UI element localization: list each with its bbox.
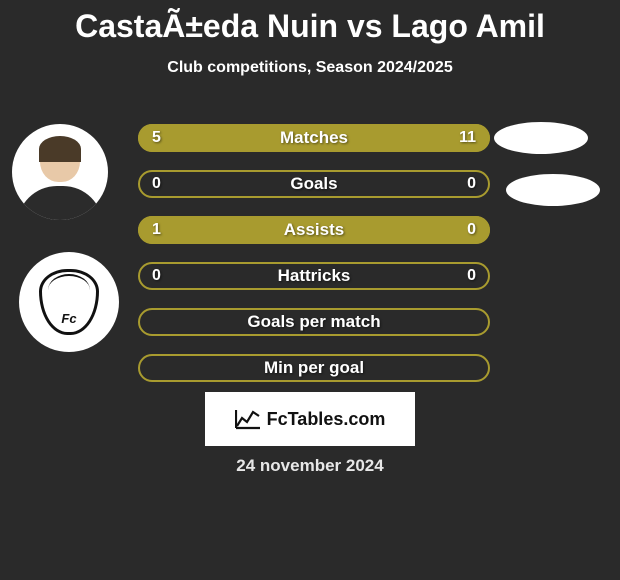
stat-row: Min per goal [138,354,490,382]
stat-row: 511Matches [138,124,490,152]
stat-label: Goals per match [138,308,490,336]
page-title: CastaÃ±eda Nuin vs Lago Amil [0,8,620,45]
player-photo [12,124,108,220]
brand-box: FcTables.com [205,392,415,446]
stat-label: Goals [138,170,490,198]
stat-row: Goals per match [138,308,490,336]
infographic-container: CastaÃ±eda Nuin vs Lago Amil Club compet… [0,0,620,580]
decorative-oval [494,122,588,154]
club-logo-fc: Fc [42,311,96,326]
decorative-oval [506,174,600,206]
brand-icon [235,408,261,430]
stat-label: Min per goal [138,354,490,382]
stat-label: Assists [138,216,490,244]
stat-row: 00Hattricks [138,262,490,290]
brand-text: FcTables.com [267,409,386,430]
stat-label: Matches [138,124,490,152]
stat-row: 10Assists [138,216,490,244]
page-subtitle: Club competitions, Season 2024/2025 [0,59,620,77]
footer-date: 24 november 2024 [0,456,620,476]
club-logo: Fc [19,252,119,352]
stat-row: 00Goals [138,170,490,198]
stat-label: Hattricks [138,262,490,290]
stats-bars: 511Matches 00Goals 10Assists 00Hattricks Goa… [138,124,490,400]
